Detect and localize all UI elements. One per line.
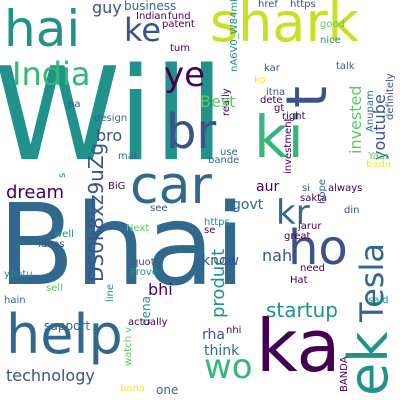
word-https: https [290, 0, 316, 10]
word-bande: bande [208, 155, 240, 166]
word-startup: startup [266, 298, 338, 322]
word-s: s [57, 172, 68, 178]
word-one: watch v [123, 326, 134, 366]
word-well: well [54, 229, 74, 240]
word-ko: ko [254, 75, 266, 86]
word-great: great [284, 231, 311, 242]
word-good: good [320, 19, 345, 30]
word-ka: ka [256, 304, 341, 388]
word-prove: Prove [130, 267, 158, 278]
word-definitely: definitely [385, 73, 396, 120]
word-na6v0: nA6V0_W84mK [229, 0, 240, 72]
word-patent: patent [162, 19, 195, 30]
word-ek: ek [337, 331, 400, 397]
word-hat: Hat [290, 275, 308, 286]
word-will: Will [0, 41, 225, 190]
word-bana: bana [120, 383, 145, 394]
word-din: din [344, 205, 360, 216]
word-tum: tum [170, 43, 190, 54]
word-si: si [302, 183, 310, 194]
word-line: line [105, 283, 116, 302]
word-tesla: Tesla [353, 243, 391, 322]
word-rha: rha [202, 327, 225, 343]
word-itna: itna [266, 87, 286, 98]
word-hain: hain [4, 295, 26, 306]
word-invested: invested [346, 85, 365, 154]
word-ideas: ideas [38, 239, 65, 250]
word-need: need [300, 263, 325, 274]
word-nice: nice [320, 35, 341, 46]
word-business: business [124, 0, 177, 13]
word-dete: dete [260, 95, 283, 106]
word-watch: one [156, 383, 179, 397]
word-support: support [44, 319, 91, 333]
word-guy: guy [92, 0, 122, 17]
word-best: Best [200, 92, 236, 111]
word-see: see [150, 203, 168, 214]
word-aur: aur [256, 179, 280, 195]
word-bhai: Bhai [0, 181, 246, 311]
word-always: always [328, 183, 363, 194]
word-t: t [275, 86, 340, 108]
word-ho: ho [288, 220, 348, 276]
word-nahi: nahi [262, 246, 297, 265]
word-br: br [166, 104, 217, 160]
word-technology: technology [6, 366, 95, 385]
word-quot: quot [132, 257, 155, 268]
word-use: use [220, 147, 238, 158]
word-india: India [12, 55, 91, 93]
word-said: said [368, 295, 389, 306]
word-car: car [130, 156, 212, 216]
word-youtu: youtu [4, 269, 33, 280]
word-gt: gt [274, 103, 285, 114]
word-dream: dream [6, 182, 65, 203]
word-bro: bro [96, 126, 123, 145]
word-kr: kr [276, 193, 310, 233]
word-banda: BANDA [339, 356, 350, 392]
word-talk: talk [336, 61, 355, 72]
word-href: href [258, 0, 278, 10]
word-ds0k8xz9uzg: DS0k8xz9uZg [84, 142, 108, 282]
word-govt: govt [232, 197, 264, 213]
word-pa: pa [68, 99, 81, 110]
word-fund: fund [168, 11, 191, 22]
word-mat: mat [118, 151, 138, 162]
word-investment: investment [283, 117, 294, 174]
word-hai: hai [4, 0, 81, 58]
word-next: Next [126, 223, 150, 234]
word-yaar: Yaar [368, 151, 390, 162]
word-bada: bada [366, 159, 391, 170]
word-right: right [282, 111, 306, 122]
word-shark: shark [210, 0, 359, 54]
word-help: help [6, 303, 123, 366]
word-kar: kar [264, 63, 280, 74]
word-design: design [94, 113, 128, 124]
word-actually: actually [128, 317, 168, 328]
word-know: know [202, 253, 239, 269]
word-anupam: Anupam [365, 90, 376, 132]
word-ke: ke [124, 11, 162, 49]
word-jarur: jarur [298, 221, 322, 232]
word-bhi: bhi [148, 280, 173, 299]
word-think: think [204, 343, 240, 359]
word-https-2: https [204, 217, 230, 228]
word-ye: ye [164, 55, 206, 95]
word-sakta: sakta [300, 193, 328, 204]
word-dena: se [204, 225, 216, 236]
word-big: BiG [108, 181, 126, 192]
word-indian: Indian [136, 11, 167, 22]
word-sell: sell [46, 283, 63, 294]
word-ki: ki [254, 103, 304, 171]
word-nhi: nhi [226, 325, 242, 336]
word-wo: wo [204, 347, 253, 387]
